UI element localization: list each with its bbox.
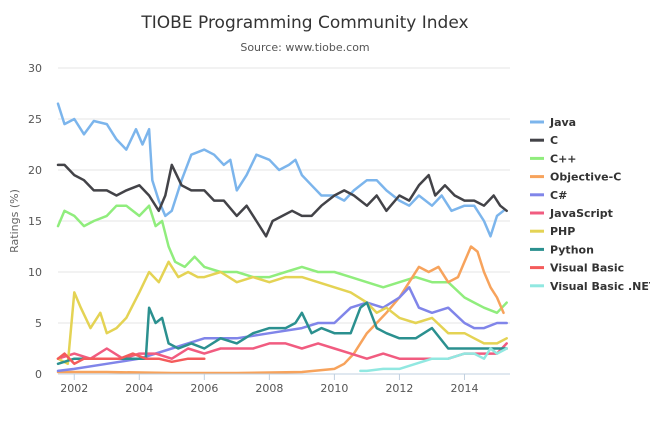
x-tick-label: 2010 [320, 382, 348, 395]
legend-item-c[interactable]: C++ [530, 152, 577, 165]
x-tick-label: 2008 [255, 382, 283, 395]
legend-label: Visual Basic [550, 262, 624, 275]
legend-label: Java [549, 116, 576, 129]
x-tick-label: 2002 [60, 382, 88, 395]
legend-item-php[interactable]: PHP [530, 225, 575, 238]
series-group [56, 102, 508, 375]
legend-item-java[interactable]: Java [530, 116, 576, 129]
legend-item-objective-c[interactable]: Objective-C [530, 171, 621, 184]
legend-label: PHP [550, 225, 575, 238]
legend-item-c[interactable]: C# [530, 189, 567, 202]
y-tick-label: 25 [28, 113, 42, 126]
series-line-visual-basic [56, 352, 206, 366]
y-tick-label: 10 [28, 266, 42, 279]
legend-item-c[interactable]: C [530, 134, 558, 147]
legend-item-javascript[interactable]: JavaScript [530, 207, 613, 220]
legend[interactable]: Java C C++ Objective-C C# JavaScript PHP Python… [530, 116, 650, 293]
series-line-c [56, 163, 508, 238]
legend-item-python[interactable]: Python [530, 243, 594, 256]
legend-item-visual-basic-net[interactable]: Visual Basic .NET [530, 280, 650, 293]
y-tick-label: 30 [28, 62, 42, 75]
legend-label: JavaScript [549, 207, 613, 220]
legend-label: Objective-C [550, 171, 621, 184]
series-line-visual-basic-net [359, 347, 508, 373]
series-line-python [56, 301, 508, 366]
legend-label: C [550, 134, 558, 147]
y-tick-label: 15 [28, 215, 42, 228]
y-tick-label: 0 [35, 368, 42, 381]
x-tick-label: 2006 [190, 382, 218, 395]
y-axis-label: Ratings (%) [8, 189, 21, 253]
x-tick-label: 2012 [385, 382, 413, 395]
y-tick-label: 20 [28, 164, 42, 177]
chart-subtitle: Source: www.tiobe.com [240, 41, 369, 54]
series-line-c [56, 286, 508, 373]
series-line-c [56, 204, 508, 315]
chart-title: TIOBE Programming Community Index [140, 13, 468, 33]
x-tick-label: 2004 [125, 382, 153, 395]
legend-label: Python [550, 243, 594, 256]
legend-label: C++ [550, 152, 577, 165]
legend-item-visual-basic[interactable]: Visual Basic [530, 262, 624, 275]
x-tick-label: 2014 [450, 382, 478, 395]
legend-label: C# [550, 189, 567, 202]
axes: 0 5 10 15 20 25 30 2002 2004 2006 2008 2010 2012 2014 [28, 62, 510, 395]
series-line-objective-c [56, 245, 505, 375]
series-line-php [56, 260, 508, 366]
series-line-java [56, 102, 505, 238]
legend-label: Visual Basic .NET [550, 280, 650, 293]
y-tick-label: 5 [35, 317, 42, 330]
